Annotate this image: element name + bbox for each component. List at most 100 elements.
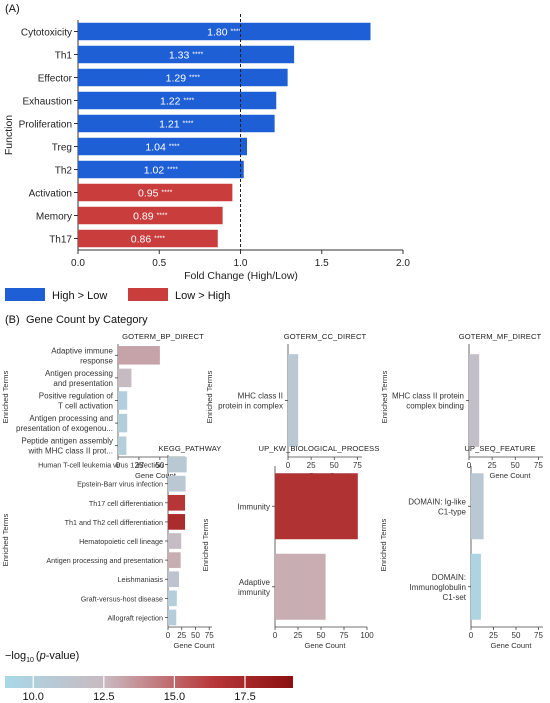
x-tick-label: 1.0: [234, 258, 248, 269]
category-line: Graft-versus-host disease: [81, 594, 163, 603]
x-tick-label: 1.5: [315, 258, 329, 269]
category-line: T cell activation: [58, 402, 113, 411]
panel-a-legend: High > Low Low > High: [5, 288, 230, 302]
category-line: Leishmaniasis: [117, 575, 163, 584]
colorbar-label-sub: 10: [26, 657, 34, 664]
category-line: immunity: [238, 588, 270, 597]
category-line: Positive regulation of: [39, 392, 114, 401]
bar-value-label: 1.22 ****: [160, 96, 195, 108]
category-line: Adaptive: [239, 578, 271, 587]
subplot-bar: [288, 354, 299, 447]
subplot-x-tick-label: 25: [134, 461, 143, 470]
subplot-x-tick-label: 0: [166, 631, 171, 640]
x-tick-label: 0.0: [71, 258, 85, 269]
category-line: response: [80, 356, 113, 365]
subplot-bar: [275, 553, 326, 620]
subplot-title: KEGG_PATHWAY: [159, 444, 222, 453]
subplot-bar: [168, 514, 186, 530]
subplot-x-tick-label: 50: [317, 631, 326, 640]
subplot-bar: [118, 346, 160, 365]
subplot-x-tick-label: 75: [534, 461, 543, 470]
subplot-title: GOTERM_CC_DIRECT: [284, 332, 367, 341]
bar-significance: ****: [167, 167, 178, 174]
subplot-x-tick-label: 25: [177, 631, 186, 640]
colorbar-label-italic: p: [39, 650, 46, 662]
y-tick-label: Th17: [49, 235, 72, 246]
bar-significance: ****: [183, 98, 194, 105]
subplot-bar: [168, 571, 179, 588]
bar-significance: ****: [192, 52, 203, 59]
category-line: Human T-cell leukemia virus 1 infection: [38, 461, 163, 470]
subplot-category-label: Human T-cell leukemia virus 1 infection: [38, 461, 163, 470]
category-line: MHC class II: [238, 392, 283, 401]
category-line: Peptide antigen assembly: [21, 437, 113, 446]
category-line: Epstein-Barr virus infection: [77, 480, 163, 489]
subplot-x-tick-label: 100: [360, 631, 374, 640]
panel-a-ylabel: Function: [3, 115, 15, 155]
bar-value-label: 0.89 ****: [133, 211, 168, 223]
y-tick-label: Th1: [55, 51, 73, 62]
panel-b-subplots: GOTERM_BP_DIRECT Enriched Terms Gene Count…: [1, 332, 543, 650]
colorbar: −log10 (p-value) 10.0 12.5 15.0 17.5: [5, 650, 293, 703]
bar-value: 0.89: [133, 211, 156, 223]
subplot-up-kw-biological-process: UP_KW_BIOLOGICAL_PROCESS Enriched Terms Ge…: [201, 444, 379, 650]
bar-value-label: 1.33 ****: [169, 50, 204, 62]
subplot-x-tick-label: 25: [488, 461, 497, 470]
subplot-x-tick-label: 75: [205, 631, 214, 640]
colorbar-tick-label: 15.0: [164, 691, 185, 703]
subplot-bar: [118, 436, 127, 455]
colorbar-ticks: 10.0 12.5 15.0 17.5: [23, 676, 256, 703]
subplot-ylabel: Enriched Terms: [1, 370, 10, 423]
y-tick-label: Proliferation: [19, 120, 72, 131]
category-line: MHC class II protein: [392, 392, 464, 401]
y-tick-label: Exhaustion: [23, 97, 72, 108]
x-tick-label: 2.0: [396, 258, 410, 269]
subplot-x-tick-label: 50: [511, 461, 520, 470]
bar-value-label: 1.21 ****: [159, 119, 194, 131]
bar-value-label: 0.95 ****: [138, 188, 173, 200]
subplot-bar: [168, 456, 187, 473]
subplot-ylabel: Enriched Terms: [201, 518, 210, 571]
subplot-xlabel: Gene Count: [490, 471, 532, 480]
subplot-goterm-bp-direct: GOTERM_BP_DIRECT Enriched Terms Gene Count…: [1, 332, 204, 480]
bar-significance: ****: [189, 75, 200, 82]
subplot-bar: [168, 533, 182, 549]
subplot-category-label: Antigen processing and presentation of ex…: [16, 414, 113, 433]
subplot-x-tick-label: 50: [330, 461, 339, 470]
category-line: Immunoglobulin: [410, 583, 466, 592]
subplot-bar: [168, 475, 186, 492]
category-line: Antigen processing: [45, 369, 113, 378]
bar-value: 1.33: [169, 50, 192, 62]
category-line: Adaptive immune: [51, 346, 113, 355]
subplot-x-tick-label: 25: [489, 631, 498, 640]
subplot-x-tick-label: 25: [307, 461, 316, 470]
category-line: C1-type: [438, 507, 467, 516]
subplot-category-label: Peptide antigen assembly with MHC class I…: [21, 437, 113, 456]
bar-significance: ****: [161, 190, 172, 197]
subplot-goterm-mf-direct: GOTERM_MF_DIRECT Enriched Terms Gene Count…: [380, 332, 543, 480]
subplot-category-label: Positive regulation of T cell activation: [39, 392, 114, 411]
subplot-title: UP_SEQ_FEATURE: [464, 444, 535, 453]
subplot-title: GOTERM_MF_DIRECT: [459, 332, 542, 341]
category-line: Antigen processing and presentation: [46, 556, 163, 565]
bar-significance: ****: [154, 236, 165, 243]
category-line: protein in complex: [218, 402, 283, 411]
category-line: Antigen processing and: [29, 414, 113, 423]
subplot-bar: [118, 413, 128, 433]
subplot-x-tick-label: 50: [512, 631, 521, 640]
category-line: complex binding: [406, 402, 464, 411]
bar-value-label: 0.86 ****: [131, 234, 166, 246]
panel-b-label: (B): [5, 314, 20, 326]
subplot-xlabel: Gene Count: [491, 641, 533, 650]
bar-proliferation: [78, 114, 275, 133]
category-line: Th17 cell differentiation: [89, 499, 163, 508]
bar-value-label: 1.29 ****: [166, 73, 201, 85]
subplot-ylabel: Enriched Terms: [380, 370, 389, 423]
legend-swatch-high: [5, 288, 45, 301]
bar-value: 0.95: [138, 188, 161, 200]
subplot-x-tick-label: 75: [353, 461, 362, 470]
subplot-up-seq-feature: UP_SEQ_FEATURE Enriched Terms Gene Count 0 2…: [379, 444, 543, 650]
subplot-bar: [471, 553, 481, 620]
